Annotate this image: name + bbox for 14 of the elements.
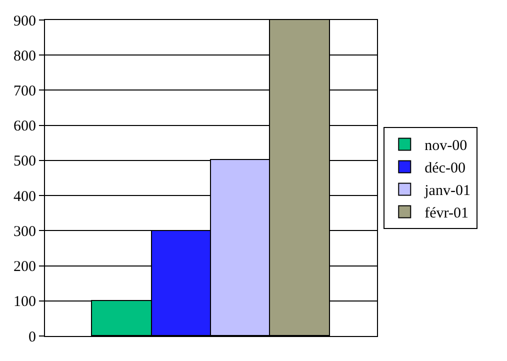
y-tick-label: 500 [14,154,36,170]
legend-label: févr-01 [424,206,468,222]
y-tick-label: 700 [14,83,36,100]
y-tick-label: 300 [14,224,36,240]
y-tick-label: 900 [14,13,36,30]
legend-label: déc-00 [424,160,466,177]
y-tick-label: 400 [14,188,36,205]
y-tick-label: 0 [28,329,36,346]
legend-label: nov-00 [424,138,468,154]
y-tick-label: 600 [14,118,36,135]
legend-label: janv-01 [424,183,470,200]
y-tick-label: 800 [14,48,36,64]
y-tick-label: 100 [14,294,36,310]
y-tick-label: 200 [14,259,36,276]
